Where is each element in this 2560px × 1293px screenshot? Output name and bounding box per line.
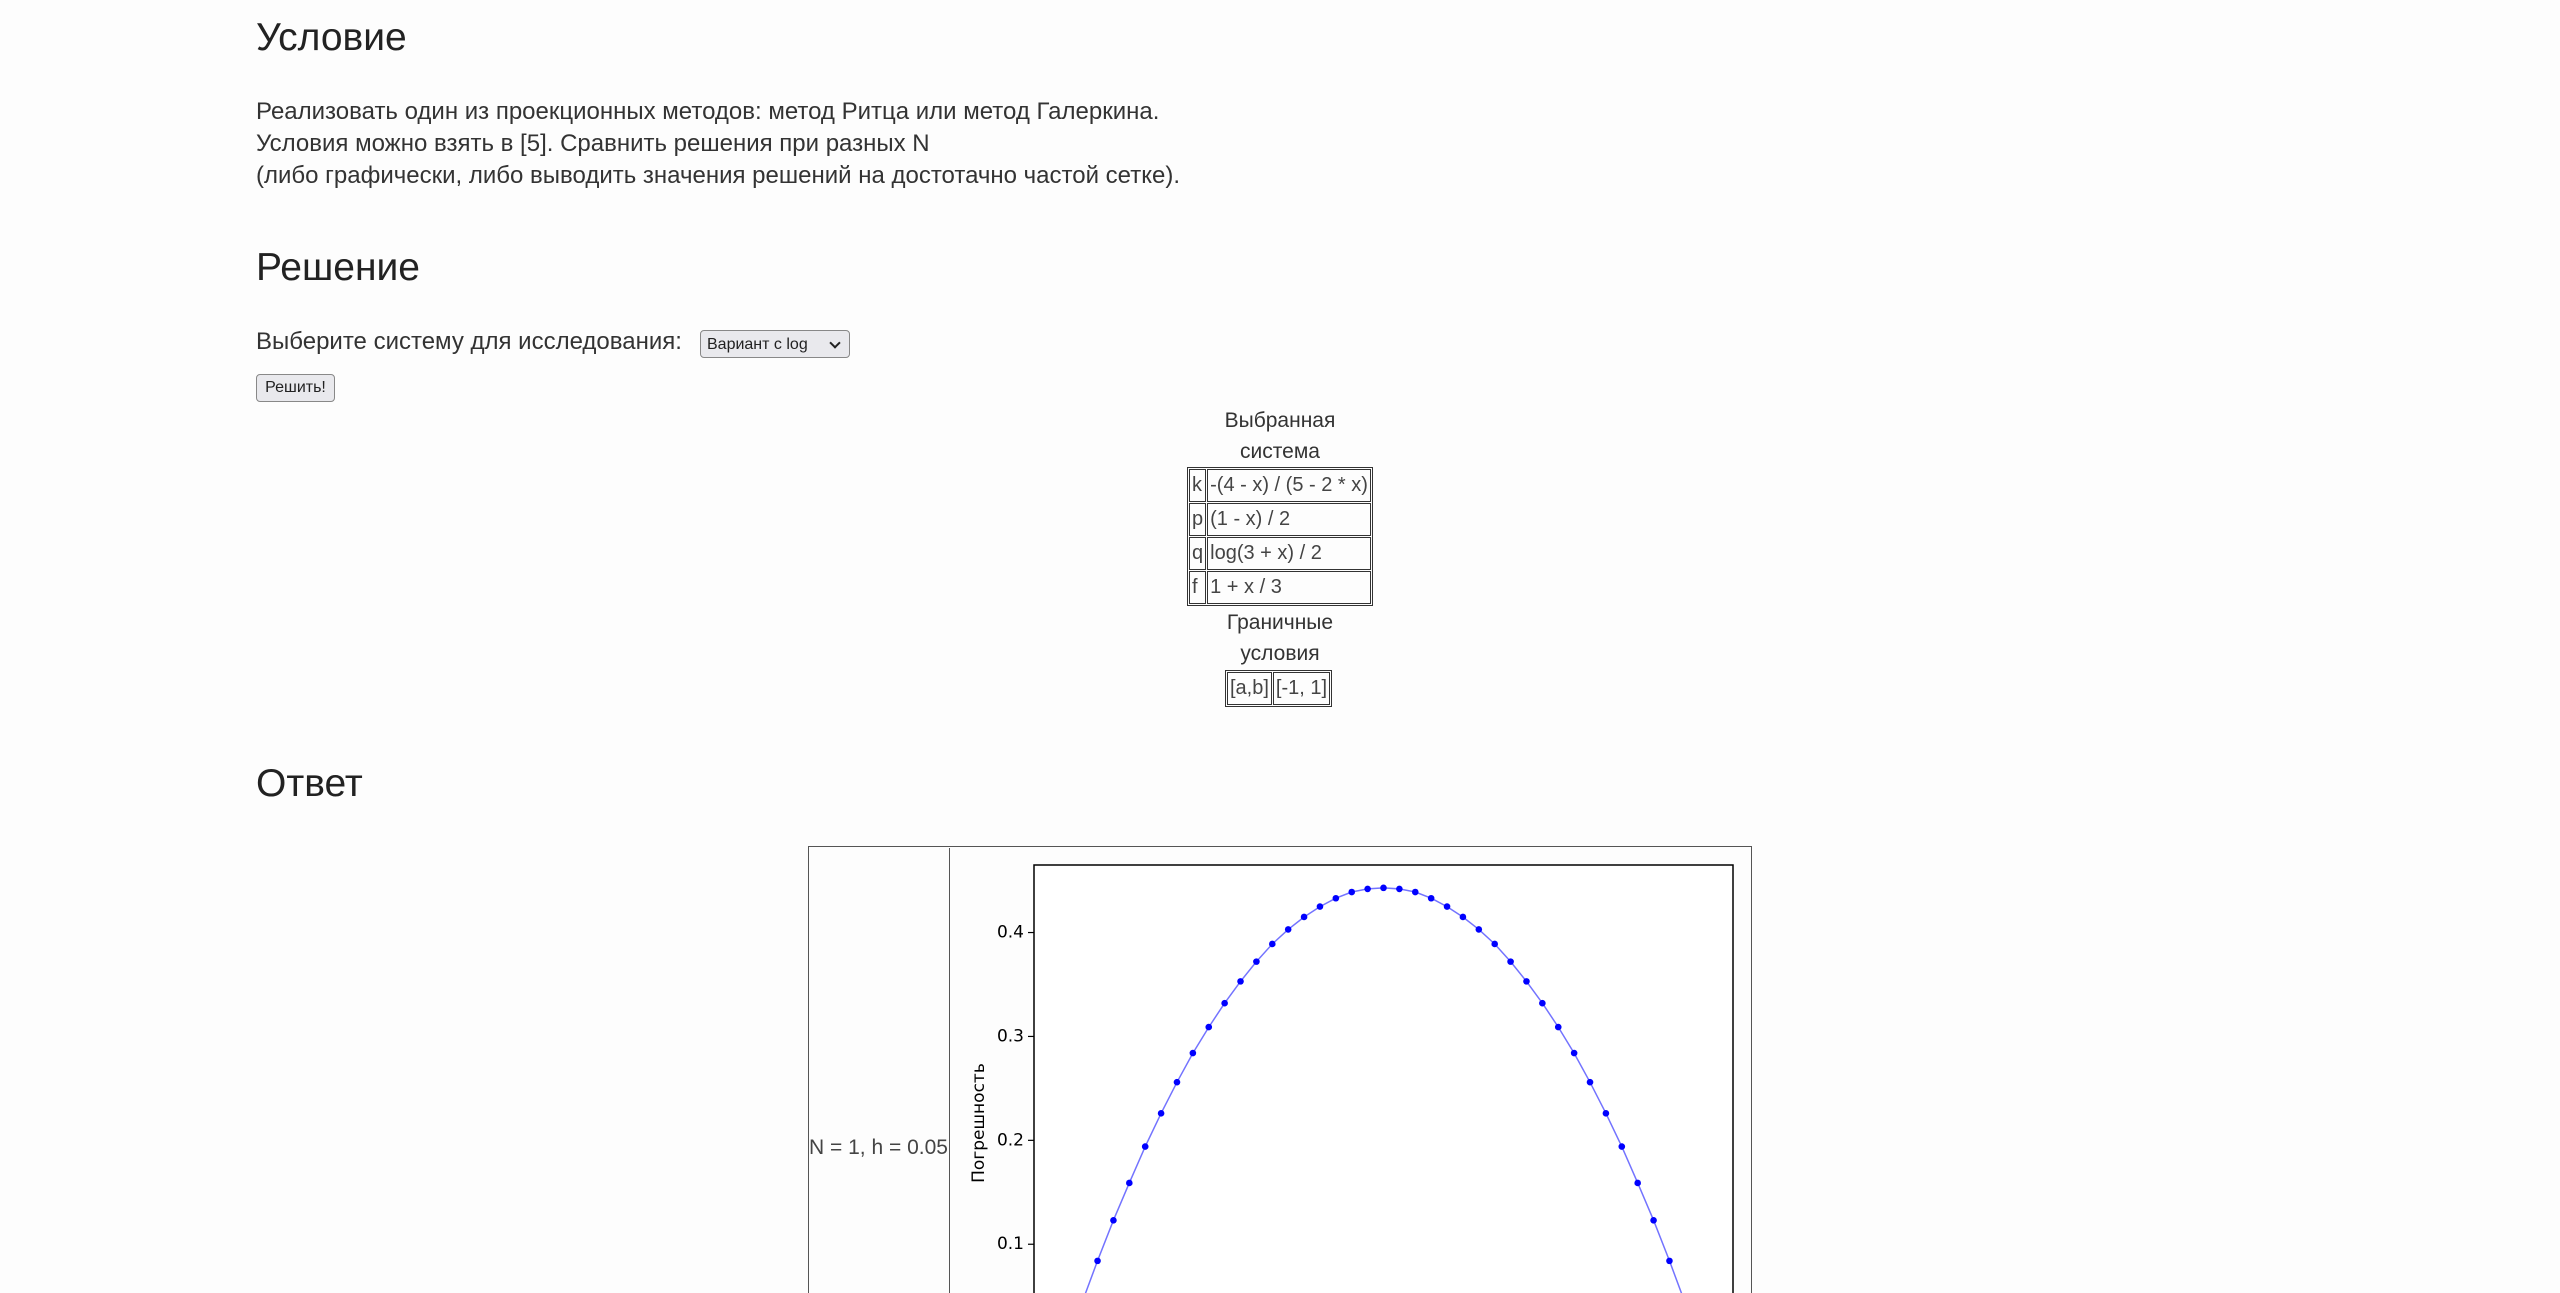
point [1586, 1078, 1594, 1086]
text-line: (либо графически, либо выводить значения… [256, 162, 1180, 189]
axes-frame [1033, 864, 1734, 1293]
cell-divider [949, 848, 950, 1293]
point [1380, 884, 1387, 892]
cell: [a,b] [1227, 672, 1272, 705]
point [1221, 999, 1228, 1007]
point [1110, 1217, 1117, 1224]
y-axis-label: Погрешность [969, 1063, 989, 1183]
point [1268, 940, 1276, 948]
point [1539, 999, 1546, 1007]
point [1523, 978, 1530, 985]
point [1157, 1110, 1165, 1117]
point [1491, 940, 1499, 948]
text-line: Реализовать один из проекционных методов… [256, 98, 1160, 125]
point [1316, 903, 1324, 910]
point [1284, 926, 1292, 933]
select-label: Выберите систему для исследования: [256, 328, 682, 355]
cell: [-1, 1] [1272, 672, 1331, 705]
y-tick-label: 0.4 [997, 923, 1024, 943]
point [1205, 1023, 1213, 1031]
point [1094, 1257, 1101, 1265]
point [1634, 1179, 1641, 1187]
point [1141, 1143, 1149, 1150]
point [1300, 913, 1308, 921]
table-caption: Граничные условия [1226, 611, 1334, 665]
solve-button[interactable]: Решить! [256, 374, 335, 402]
point [1396, 885, 1403, 893]
section-title: Решение [256, 246, 420, 289]
cell: p [1189, 503, 1207, 536]
boundary-table: [a,b] [-1, 1] [1225, 670, 1333, 707]
point [1443, 903, 1451, 910]
cell: log(3 + x) / 2 [1207, 537, 1371, 570]
point [1602, 1110, 1610, 1117]
point [1348, 888, 1356, 896]
y-tick-label: 0.2 [997, 1130, 1024, 1150]
point [1459, 913, 1467, 921]
y-tick-label: 0.1 [997, 1234, 1024, 1254]
point [1475, 926, 1483, 933]
text-line: Условия можно взять в [5]. Сравнить реше… [256, 130, 930, 157]
cell: f [1189, 571, 1207, 604]
point [1411, 888, 1419, 896]
point [1173, 1078, 1181, 1086]
point [1507, 958, 1514, 965]
cell: (1 - x) / 2 [1207, 503, 1371, 536]
point [1237, 978, 1244, 985]
row-label: N = 1, h = 0.05 [809, 1136, 948, 1159]
point [1253, 958, 1260, 965]
point [1364, 885, 1371, 893]
cell: -(4 - x) / (5 - 2 * x) [1207, 469, 1371, 502]
cell: 1 + x / 3 [1207, 571, 1371, 604]
point [1554, 1023, 1562, 1031]
point [1570, 1049, 1578, 1057]
section-title: Условие [256, 16, 407, 59]
point [1126, 1179, 1133, 1187]
cell: k [1189, 469, 1207, 502]
answer-table [808, 846, 1752, 1293]
point [1427, 894, 1435, 902]
cell: q [1189, 537, 1207, 570]
system-table: k -(4 - x) / (5 - 2 * x) p (1 - x) / 2 q lo… [1187, 467, 1373, 606]
point [1189, 1049, 1197, 1057]
chart: Погрешность 0.1 0.2 0.3 0.4 [969, 864, 1734, 1293]
system-select[interactable]: Вариант с log [700, 330, 850, 358]
point [1650, 1217, 1657, 1224]
table-caption: Выбранная система [1224, 409, 1336, 463]
section-title: Ответ [256, 762, 363, 805]
y-tick-label: 0.3 [997, 1026, 1024, 1046]
point [1666, 1257, 1673, 1265]
condition-text: Реализовать один из проекционных методов… [256, 96, 1180, 192]
point [1618, 1143, 1626, 1150]
point [1332, 894, 1340, 902]
